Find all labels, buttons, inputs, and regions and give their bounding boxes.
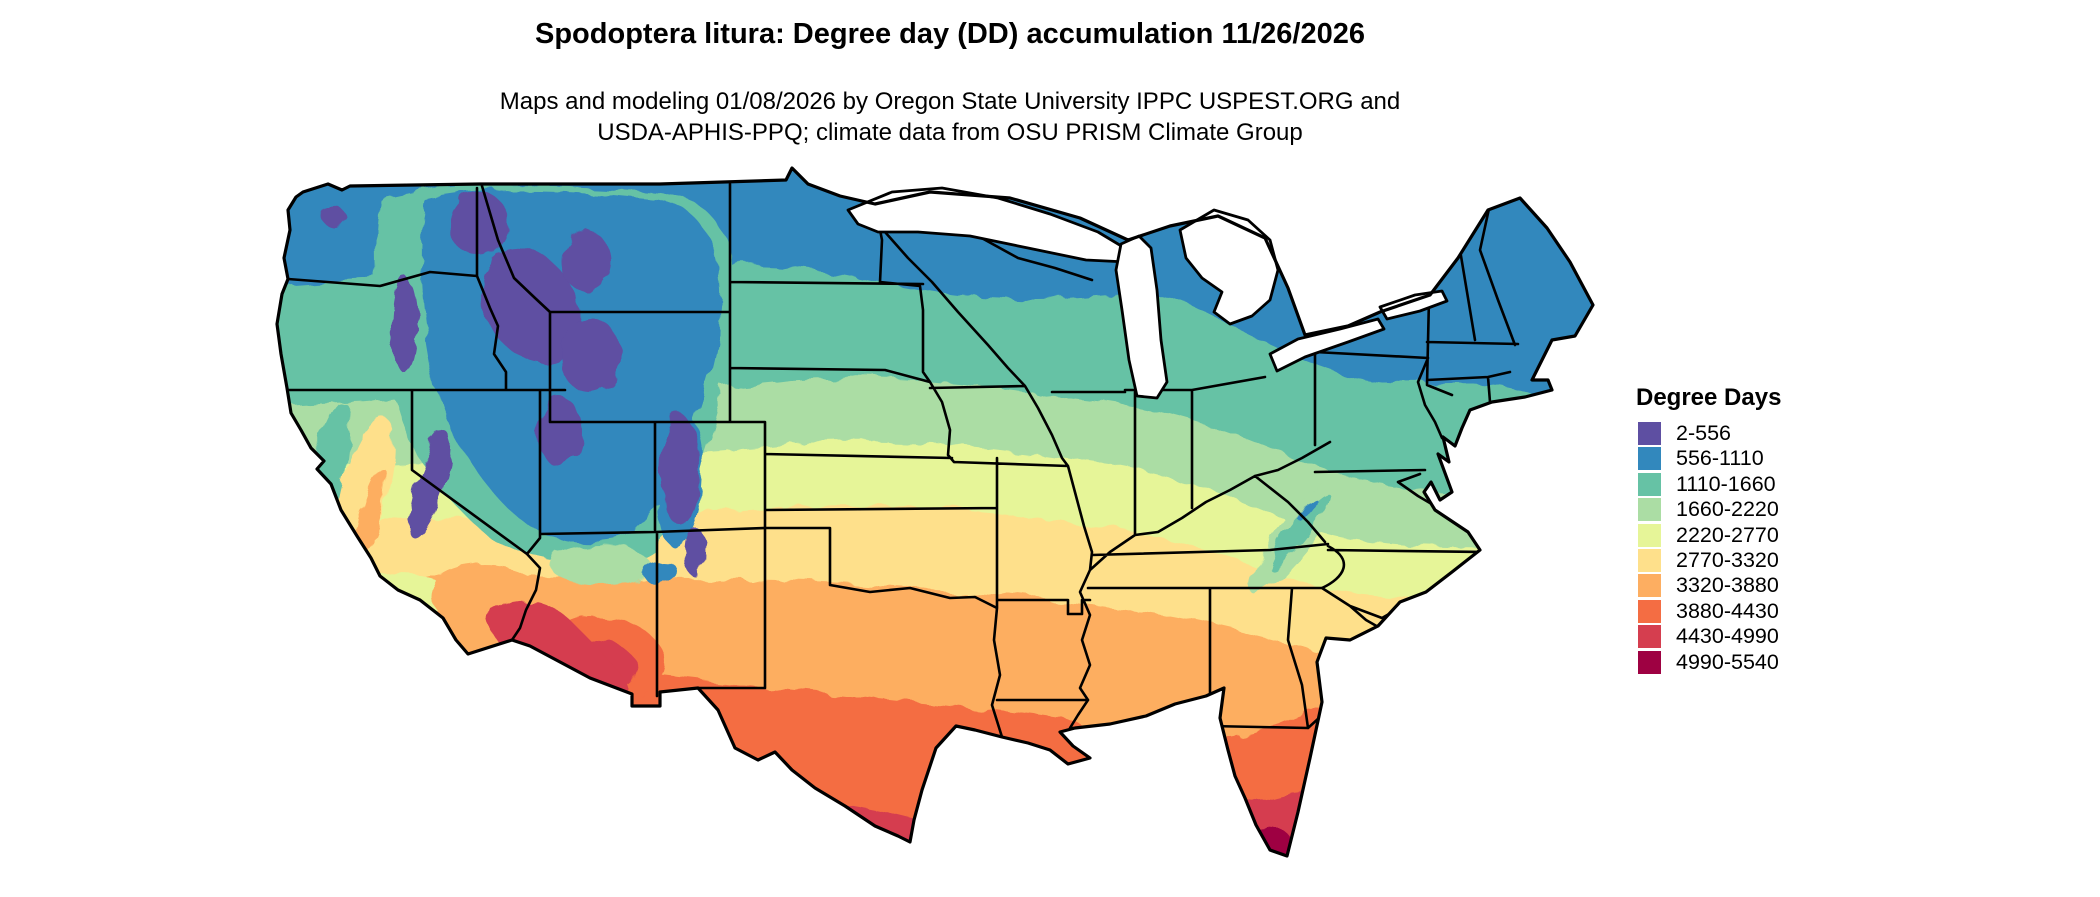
lake-ontario: [1378, 289, 1449, 321]
legend-swatch: [1638, 523, 1661, 547]
legend-item: 2220-2770: [1638, 522, 1878, 547]
olympics-purple: [323, 208, 347, 228]
band-4430-4990: [277, 783, 1593, 856]
wasatch-uinta-purple: [538, 397, 582, 467]
colorado-rockies-purple: [660, 415, 700, 525]
arizona-plateau-green: [550, 545, 650, 585]
sangre-de-cristo-purple: [685, 527, 705, 577]
legend-item: 4990-5540: [1638, 649, 1878, 674]
central-valley-orange-core: [354, 466, 386, 554]
legend-swatch: [1638, 472, 1661, 496]
legend-item: 556-1110: [1638, 446, 1878, 471]
bitterroot-purple: [480, 248, 580, 362]
legend-swatch: [1638, 447, 1661, 471]
legend-swatch: [1638, 422, 1661, 445]
yellowstone-purple: [560, 317, 620, 393]
legend-label: 3880-4430: [1676, 598, 1779, 623]
yuma-maroon-spot: [505, 645, 525, 659]
legend-label: 556-1110: [1676, 446, 1764, 471]
legend-item: 2770-3320: [1638, 547, 1878, 572]
us-outline: [275, 166, 1595, 858]
oregon-cascades-purple: [392, 277, 418, 373]
legend-item: 1660-2220: [1638, 497, 1878, 522]
great-lakes: [846, 186, 1449, 400]
legend-item: 2-556: [1638, 421, 1878, 445]
legend-swatch: [1638, 498, 1661, 522]
legend-label: 1660-2220: [1676, 497, 1779, 522]
north-cascades-purple: [450, 193, 510, 257]
legend-swatch: [1638, 599, 1661, 623]
band-4990-5540-texas-tip: [846, 834, 904, 856]
map-subtitle: Maps and modeling 01/08/2026 by Oregon S…: [0, 86, 1900, 148]
legend-label: 3320-3880: [1676, 573, 1779, 598]
state-borders: [282, 182, 1520, 754]
new-mexico-mtn-blue: [642, 560, 678, 584]
legend-swatch: [1638, 548, 1661, 572]
legend-item: 3320-3880: [1638, 573, 1878, 598]
subtitle-line-2: USDA-APHIS-PPQ; climate data from OSU PR…: [597, 119, 1303, 146]
montana-rockies-purple: [560, 230, 610, 290]
us-map-svg: [275, 166, 1595, 885]
subtitle-line-1: Maps and modeling 01/08/2026 by Oregon S…: [499, 88, 1401, 115]
legend-item: 4430-4990: [1638, 624, 1878, 649]
legend-title: Degree Days: [1636, 384, 1782, 411]
florida-keys-spot: [1262, 877, 1282, 885]
legend-swatch: [1638, 625, 1661, 649]
desert-maroon-spot: [533, 668, 551, 680]
desert-maroon-spot: [552, 679, 576, 691]
legend-label: 2-556: [1676, 421, 1731, 445]
us-degree-day-map: [230, 140, 1620, 892]
legend-swatch: [1638, 650, 1661, 674]
legend-item: 1110-1660: [1638, 471, 1878, 496]
sierra-nevada-purple: [408, 432, 452, 538]
legend-label: 2770-3320: [1676, 547, 1779, 572]
legend-label: 1110-1660: [1676, 471, 1776, 496]
legend-label: 2220-2770: [1676, 522, 1779, 547]
lake-michigan: [1114, 234, 1169, 400]
legend-item: 3880-4430: [1638, 598, 1878, 623]
florida-keys-spot: [1223, 873, 1247, 881]
lake-erie: [1268, 317, 1386, 373]
legend-label: 4990-5540: [1676, 649, 1779, 674]
legend-label: 4430-4990: [1676, 624, 1779, 649]
se-california-red: [490, 601, 629, 703]
legend-swatch: [1638, 574, 1661, 598]
legend: Degree Days 2-556 556-1110 1110-1660 1660-2…: [1636, 384, 1878, 676]
page-title: Spodoptera litura: Degree day (DD) accum…: [535, 18, 1365, 50]
lake-huron: [1178, 208, 1280, 326]
legend-items: 2-556 556-1110 1110-1660 1660-2220 2220-2770…: [1638, 421, 1878, 674]
